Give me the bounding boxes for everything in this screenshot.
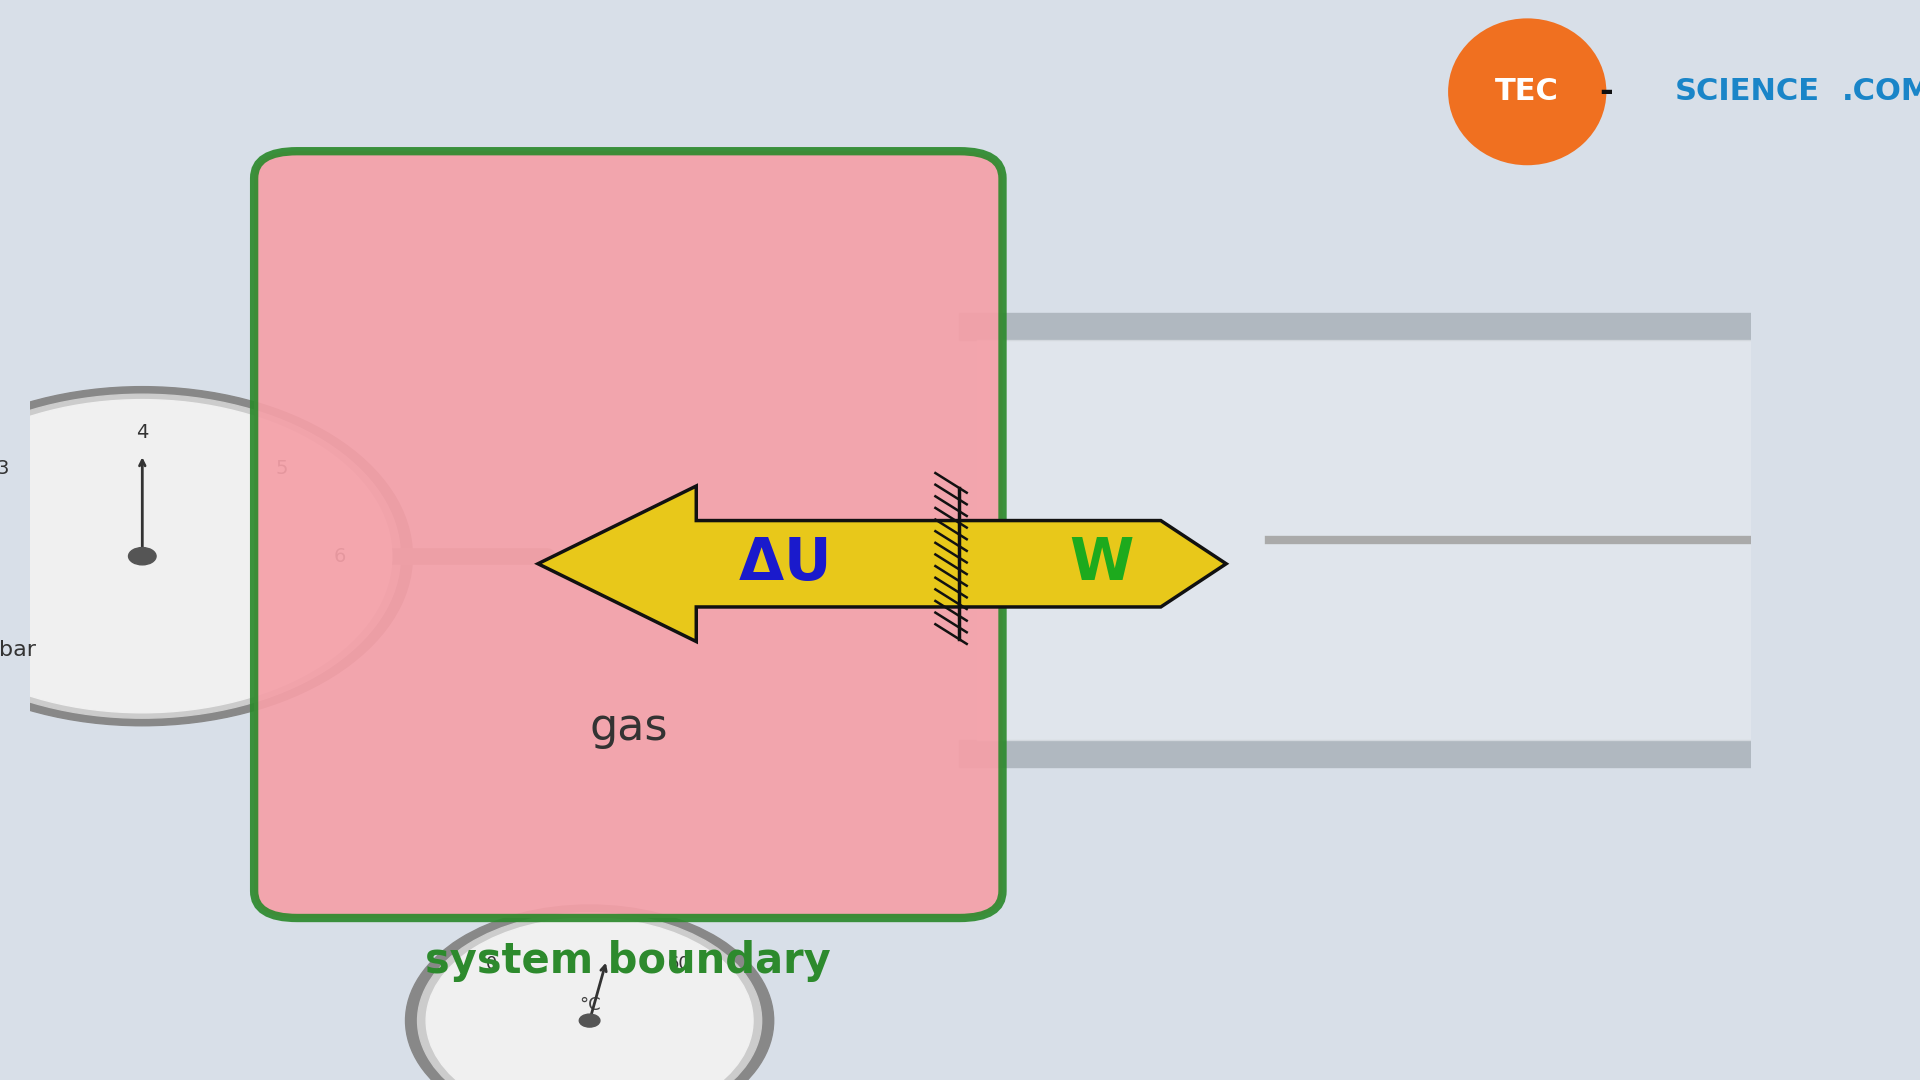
Circle shape	[426, 918, 753, 1080]
Circle shape	[0, 400, 392, 713]
FancyBboxPatch shape	[253, 151, 1002, 918]
Text: 5: 5	[276, 459, 288, 477]
Text: system boundary: system boundary	[426, 941, 831, 982]
Bar	[960, 740, 1786, 767]
Text: $\mathbf{W}$: $\mathbf{W}$	[1069, 536, 1133, 592]
Text: °C: °C	[578, 996, 601, 1014]
Text: $\mathbf{\Delta U}$: $\mathbf{\Delta U}$	[739, 536, 828, 592]
Circle shape	[580, 1014, 599, 1027]
Text: 6: 6	[334, 546, 346, 566]
Text: TEC: TEC	[1496, 78, 1559, 106]
Ellipse shape	[1448, 18, 1607, 165]
Text: bar: bar	[0, 640, 36, 660]
Circle shape	[417, 913, 762, 1080]
Bar	[960, 313, 1786, 340]
Circle shape	[0, 394, 401, 718]
Text: 3: 3	[0, 459, 8, 477]
Text: gas: gas	[589, 705, 668, 748]
Circle shape	[405, 905, 774, 1080]
Bar	[977, 340, 1786, 740]
Polygon shape	[538, 486, 1227, 642]
Text: 0: 0	[486, 955, 497, 973]
Circle shape	[0, 387, 413, 726]
Text: .COM: .COM	[1841, 78, 1920, 106]
Text: -: -	[1599, 76, 1613, 108]
Text: SCIENCE: SCIENCE	[1674, 78, 1820, 106]
Text: 4: 4	[136, 422, 148, 442]
Text: 60: 60	[668, 955, 691, 973]
Circle shape	[129, 548, 156, 565]
